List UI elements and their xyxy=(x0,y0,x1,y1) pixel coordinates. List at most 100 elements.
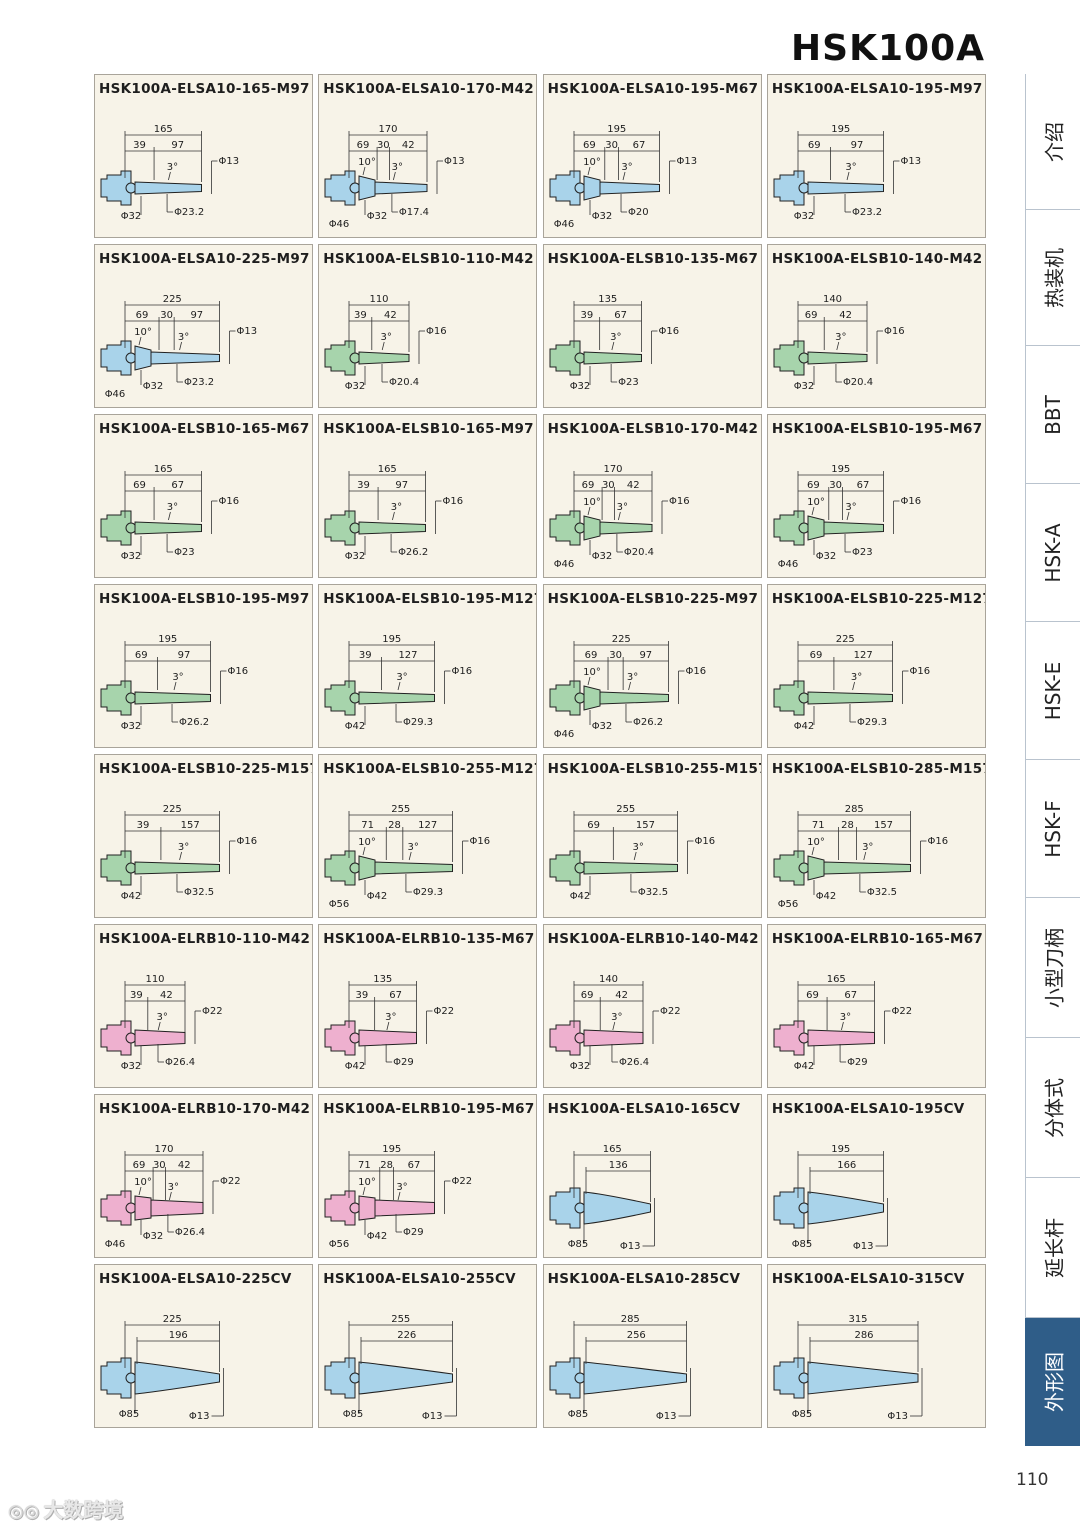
sidebar-tab-1[interactable]: 介绍 xyxy=(1025,74,1080,210)
extension-body-shape xyxy=(358,521,427,535)
tool-model-title: HSK100A-ELSB10-165-M97 xyxy=(323,421,534,437)
hsk-shank-shape xyxy=(773,1357,805,1399)
sidebar-tab-8[interactable]: 分体式 xyxy=(1025,1038,1080,1178)
tool-card[interactable]: HSK100A-ELSB10-165-M97 165 39 97 3° Φ16 Φ26.2 Φ… xyxy=(318,414,538,578)
hsk-shank-shape xyxy=(773,170,805,206)
angle-leader xyxy=(863,851,867,861)
shank-diameter-label: Φ32 xyxy=(121,551,142,562)
hsk-shank-shape xyxy=(100,1357,132,1399)
tool-card[interactable]: HSK100A-ELRB10-195-M67 195 71 28 67 10° 3° Φ22 Φ… xyxy=(318,1094,538,1258)
tapered-body-shape xyxy=(807,1361,919,1395)
tool-card[interactable]: HSK100A-ELSB10-225-M157 225 39 157 3° Φ16 Φ32.… xyxy=(94,754,313,918)
watermark: ◎◎ 大数跨境 xyxy=(8,1494,123,1523)
dimension-label: 69 xyxy=(807,480,820,491)
tool-card[interactable]: HSK100A-ELSA10-170-M42 170 69 30 42 10° 3° Φ13 Φ… xyxy=(318,74,538,238)
sidebar-tab-7[interactable]: 小型刀柄 xyxy=(1025,898,1080,1038)
tool-card[interactable]: HSK100A-ELSB10-140-M42 140 69 42 3° Φ16 Φ20.4 Φ… xyxy=(766,244,986,408)
tool-card[interactable]: HSK100A-ELSB10-195-M127 195 39 127 3° Φ16 Φ29.… xyxy=(318,584,538,748)
hsk-shank-shape xyxy=(100,1190,132,1226)
tool-card[interactable]: HSK100A-ELSB10-255-M157 255 69 157 3° Φ16 Φ32.… xyxy=(542,754,762,918)
shank-diameter-label: Φ32 xyxy=(345,551,366,562)
tool-card[interactable]: HSK100A-ELSB10-110-M42 110 39 42 3° Φ16 Φ20.4 Φ… xyxy=(318,244,538,408)
dimension-label: 69 xyxy=(136,310,149,321)
tool-card[interactable]: HSK100A-ELSA10-255CV 255 226 Φ13 Φ85 xyxy=(318,1264,538,1428)
tool-card[interactable]: HSK100A-ELSB10-285-M157 285 71 28 157 10° 3° Φ1… xyxy=(766,754,986,918)
angle-leader xyxy=(627,681,631,691)
cone-step-shape xyxy=(807,515,825,541)
dimension-total-label: 285 xyxy=(620,1314,639,1325)
angle-leader xyxy=(852,681,855,691)
tapered-body-shape xyxy=(134,1361,220,1395)
tool-card[interactable]: HSK100A-ELSB10-165-M67 165 69 67 3° Φ16 Φ23 Φ32 xyxy=(94,414,313,578)
extension-body-shape xyxy=(150,1199,204,1217)
dimension-label: 39 xyxy=(356,990,369,1001)
tool-card[interactable]: HSK100A-ELSB10-195-M67 195 69 30 67 10° 3° Φ16 Φ… xyxy=(766,414,986,578)
sidebar-tab-10[interactable]: 外形图 xyxy=(1025,1318,1080,1446)
dimension-label: 39 xyxy=(137,820,150,831)
dimension-label: 39 xyxy=(357,480,370,491)
dimension-label: 67 xyxy=(390,990,403,1001)
drawing-grid: HSK100A-ELSA10-165-M97 165 39 97 3° Φ13 Φ23.2 Φ… xyxy=(94,74,986,1428)
tool-card[interactable]: HSK100A-ELSA10-315CV 315 286 Φ13 Φ85 xyxy=(766,1264,986,1428)
sidebar-tab-3[interactable]: BBT xyxy=(1025,346,1080,484)
tool-drawing: 135 39 67 3° Φ16 Φ23 Φ32 xyxy=(549,294,679,392)
sidebar-tab-label: HSK-A xyxy=(1041,523,1065,583)
angle-leader xyxy=(179,851,182,861)
dimension-total-label: 140 xyxy=(599,974,618,985)
tool-card[interactable]: HSK100A-ELRB10-110-M42 110 39 42 3° Φ22 Φ26.4 Φ… xyxy=(94,924,313,1088)
hsk-shank-shape xyxy=(324,340,356,376)
angle-leader xyxy=(633,851,637,861)
tool-model-title: HSK100A-ELRB10-170-M42 xyxy=(99,1101,311,1117)
tip-diameter-label: Φ13 xyxy=(619,1241,640,1252)
sidebar-tab-2[interactable]: 热装机 xyxy=(1025,210,1080,346)
tip-diameter-label: Φ13 xyxy=(237,326,258,337)
tool-card[interactable]: HSK100A-ELSA10-165-M97 165 39 97 3° Φ13 Φ23.2 Φ… xyxy=(94,74,313,238)
tool-drawing: 165 69 67 3° Φ16 Φ23 Φ32 xyxy=(100,464,239,562)
sidebar-tab-6[interactable]: HSK-F xyxy=(1025,760,1080,898)
dimension-label: 226 xyxy=(398,1330,417,1341)
tip-diameter-label: Φ16 xyxy=(470,836,491,847)
extension-body-shape xyxy=(374,1199,436,1217)
tool-card[interactable]: HSK100A-ELSA10-195-M97 195 69 97 3° Φ13 Φ23.2 Φ… xyxy=(766,74,986,238)
tool-card[interactable]: HSK100A-ELSB10-195-M97 195 69 97 3° Φ16 Φ26.2 Φ… xyxy=(94,584,313,748)
shank-diameter-label: Φ32 xyxy=(794,381,815,392)
dimension-label: 286 xyxy=(854,1330,873,1341)
tool-card[interactable]: HSK100A-ELSB10-255-M127 255 71 28 127 10° 3° Φ1… xyxy=(318,754,538,918)
tool-card[interactable]: HSK100A-ELSA10-195CV 195 166 Φ13 Φ85 xyxy=(766,1094,986,1258)
dimension-label: 67 xyxy=(844,990,857,1001)
tool-card[interactable]: HSK100A-ELSB10-225-M127 225 69 127 3° Φ16 Φ29.… xyxy=(766,584,986,748)
tool-card[interactable]: HSK100A-ELRB10-170-M42 170 69 30 42 10° 3° Φ22 Φ… xyxy=(94,1094,313,1258)
dimension-label: 30 xyxy=(605,140,618,151)
dimension-label: 127 xyxy=(399,650,418,661)
sidebar-tab-4[interactable]: HSK-A xyxy=(1025,484,1080,622)
dimension-label: 39 xyxy=(359,650,372,661)
sidebar-tab-5[interactable]: HSK-E xyxy=(1025,622,1080,760)
tab-divider xyxy=(1026,345,1080,346)
tool-card[interactable]: HSK100A-ELSA10-225-M97 225 69 30 97 10° 3° Φ13 Φ… xyxy=(94,244,313,408)
hsk-shank-shape xyxy=(324,510,356,546)
sidebar-tab-9[interactable]: 延长杆 xyxy=(1025,1178,1080,1318)
tool-card[interactable]: HSK100A-ELSA10-165CV 165 136 Φ13 Φ85 xyxy=(542,1094,762,1258)
tool-card[interactable]: HSK100A-ELRB10-140-M42 140 69 42 3° Φ22 Φ26.4 Φ… xyxy=(542,924,762,1088)
tool-card[interactable]: HSK100A-ELSA10-285CV 285 256 Φ13 Φ85 xyxy=(542,1264,762,1428)
dimension-label: 69 xyxy=(806,990,819,1001)
dimension-label: 28 xyxy=(381,1160,394,1171)
tip-diameter-label: Φ16 xyxy=(927,836,948,847)
tool-card[interactable]: HSK100A-ELRB10-135-M67 135 39 67 3° Φ22 Φ29 Φ42 xyxy=(318,924,538,1088)
cone-step-shape xyxy=(583,685,601,711)
angle-label: 10° xyxy=(134,327,152,338)
tool-card[interactable]: HSK100A-ELRB10-165-M67 165 69 67 3° Φ22 Φ29 Φ42 xyxy=(766,924,986,1088)
shank-diameter-label: Φ32 xyxy=(569,1061,590,1072)
tool-card[interactable]: HSK100A-ELSB10-225-M97 225 69 30 97 10° 3° Φ16 Φ… xyxy=(542,584,762,748)
hsk-shank-shape xyxy=(773,680,805,716)
cone-step-shape xyxy=(358,1195,376,1221)
angle-leader xyxy=(168,171,171,181)
angle-label: 3° xyxy=(611,1012,622,1023)
shank-diameter-label: Φ56 xyxy=(329,899,350,910)
tool-card[interactable]: HSK100A-ELSA10-195-M67 195 69 30 67 10° 3° Φ13 Φ… xyxy=(542,74,762,238)
tool-model-title: HSK100A-ELSB10-225-M127 xyxy=(771,591,986,607)
tool-card[interactable]: HSK100A-ELSA10-225CV 225 196 Φ13 Φ85 xyxy=(94,1264,313,1428)
sidebar-tab-label: HSK-F xyxy=(1041,800,1065,858)
tool-card[interactable]: HSK100A-ELSB10-135-M67 135 39 67 3° Φ16 Φ23 Φ32 xyxy=(542,244,762,408)
tool-card[interactable]: HSK100A-ELSB10-170-M42 170 69 30 42 10° 3° Φ16 Φ… xyxy=(542,414,762,578)
